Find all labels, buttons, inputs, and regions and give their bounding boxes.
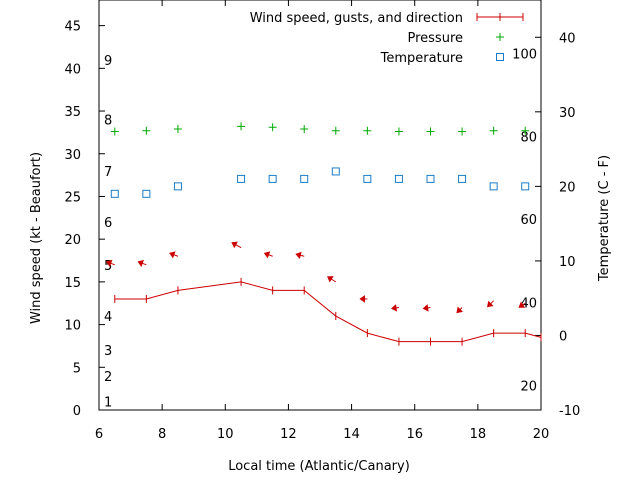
wind-direction-arrowhead [105, 259, 113, 267]
x-tick-label: 14 [343, 427, 360, 442]
y-tick-label: 20 [64, 233, 81, 248]
legend-swatch-square [496, 53, 504, 61]
pressure-point [142, 126, 151, 135]
wind-direction-arrowhead [456, 306, 464, 314]
fahrenheit-label: 60 [520, 213, 537, 228]
beaufort-label: 1 [104, 395, 112, 410]
pressure-point [331, 126, 340, 135]
x-axis-label: Local time (Atlantic/Canary) [228, 459, 410, 474]
wind-direction-arrowhead [263, 251, 271, 259]
pressure-point [110, 127, 119, 136]
temperature-point [268, 174, 277, 183]
x-tick-label: 18 [470, 427, 487, 442]
wind-direction-arrowhead [137, 259, 145, 267]
wind-direction-arrowhead [487, 300, 494, 308]
y-tick-label: 45 [64, 20, 81, 35]
temperature-point [142, 189, 151, 198]
y2-tick-label: 0 [559, 329, 567, 344]
temperature-point [237, 174, 246, 183]
pressure-point [426, 127, 435, 136]
pressure-point [458, 127, 467, 136]
y-tick-label: 0 [73, 404, 81, 419]
wind-direction-arrowhead [169, 251, 176, 259]
temperature-point [394, 174, 403, 183]
wind-direction-arrowhead [391, 304, 398, 312]
y-tick-label: 10 [64, 319, 81, 334]
temperature-point [426, 174, 435, 183]
beaufort-label: 7 [104, 165, 112, 180]
beaufort-label: 9 [104, 54, 112, 69]
x-tick-label: 20 [533, 427, 550, 442]
temperature-point [173, 182, 182, 191]
beaufort-label: 6 [104, 216, 112, 231]
temperature-point [300, 174, 309, 183]
wind-direction-arrowhead [422, 304, 429, 312]
axes-layer: 6 8 10 12 14 16 18 20051015202530354045-1001020… [64, 0, 580, 442]
beaufort-label: 5 [104, 259, 112, 274]
temperature-point [521, 182, 530, 191]
x-tick-label: 12 [280, 427, 297, 442]
legend-label: Wind speed, gusts, and direction [250, 11, 463, 26]
wind-direction-arrowhead [359, 295, 365, 303]
x-tick-label: 16 [406, 427, 423, 442]
y-tick-label: 30 [64, 148, 81, 163]
fahrenheit-label: 100 [512, 48, 537, 63]
temperature-point [331, 167, 340, 176]
y-axis-label: Wind speed (kt - Beaufort) [29, 152, 44, 324]
pressure-point [363, 126, 372, 135]
legend-label: Pressure [407, 31, 463, 46]
y-tick-label: 5 [73, 361, 81, 376]
temperature-point [110, 189, 119, 198]
y2-tick-label: -10 [559, 404, 580, 419]
y2-tick-label: 30 [559, 106, 576, 121]
beaufort-label: 8 [104, 114, 112, 129]
pressure-point [237, 122, 246, 131]
wind-direction-arrowhead [231, 241, 238, 249]
legend-swatch-plus [496, 33, 504, 41]
beaufort-label: 2 [104, 370, 112, 385]
y2-tick-label: 20 [559, 180, 576, 195]
wind-speed-line [114, 281, 542, 343]
pressure-point [394, 127, 403, 136]
pressure-point [173, 124, 182, 133]
y-tick-label: 35 [64, 105, 81, 120]
y2-axis-label: Temperature (C - F) [597, 155, 612, 282]
pressure-point [489, 126, 498, 135]
temperature-point [489, 182, 498, 191]
x-tick-label: 6 [95, 427, 103, 442]
pressure-point [268, 123, 277, 132]
fahrenheit-label: 20 [520, 379, 537, 394]
y-tick-label: 40 [64, 62, 81, 77]
beaufort-label: 3 [104, 344, 112, 359]
fahrenheit-label: 80 [520, 130, 537, 145]
y2-tick-label: 40 [559, 31, 576, 46]
pressure-point [521, 126, 530, 135]
y-tick-label: 15 [64, 276, 81, 291]
y2-tick-label: 10 [559, 255, 576, 270]
beaufort-label: 4 [104, 310, 112, 325]
x-tick-label: 10 [217, 427, 234, 442]
pressure-point [300, 124, 309, 133]
wind-direction-arrowhead [518, 301, 526, 308]
temperature-point [458, 174, 467, 183]
series-layer [105, 122, 542, 346]
legend-label: Temperature [380, 51, 463, 66]
y-tick-label: 25 [64, 190, 81, 205]
wind-direction-arrowhead [295, 251, 302, 260]
x-tick-label: 8 [158, 427, 166, 442]
wind-direction-arrowhead [327, 276, 334, 283]
legend: Wind speed, gusts, and direction Pressure… [250, 11, 524, 66]
temperature-point [363, 174, 372, 183]
fahrenheit-label: 40 [520, 297, 537, 312]
plot-frame [98, 0, 542, 411]
